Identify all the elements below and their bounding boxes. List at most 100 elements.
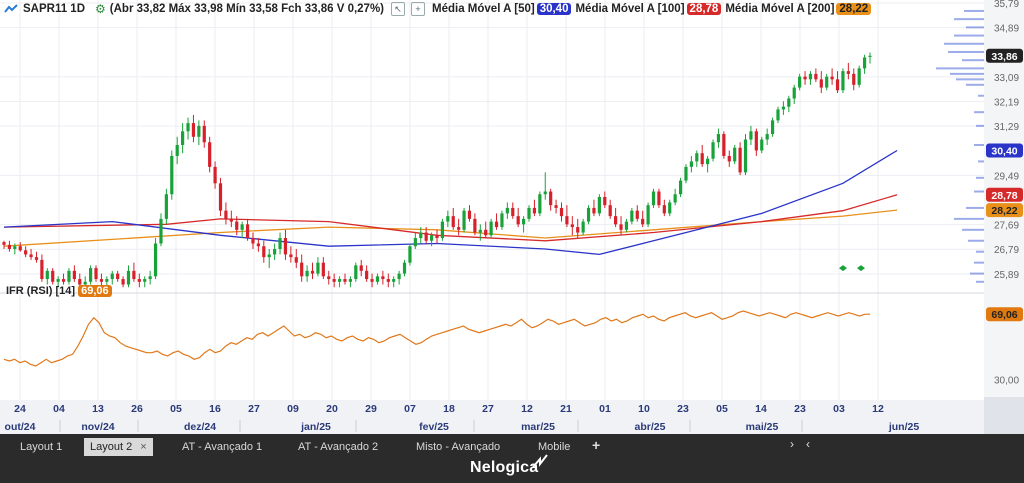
add-tab-icon[interactable]: + — [592, 437, 601, 453]
candle-body — [522, 218, 526, 225]
candle-body — [516, 216, 520, 225]
rsi-badge — [986, 307, 1023, 322]
day-tick-label: 03 — [833, 403, 845, 415]
day-tick-label: 05 — [716, 403, 728, 415]
candle-body — [554, 205, 558, 208]
candle-body — [132, 270, 136, 280]
candle-body — [121, 279, 125, 285]
scroll-left-icon[interactable]: ‹ — [806, 437, 810, 451]
volume-profile-bar — [976, 176, 984, 179]
candle-body — [646, 205, 650, 225]
candle-body — [202, 125, 206, 143]
candle-body — [240, 224, 244, 230]
candle-body — [13, 246, 17, 249]
candle-body — [500, 213, 504, 228]
candle-body — [825, 76, 829, 88]
candle-body — [24, 250, 28, 255]
day-tick-label: 29 — [365, 403, 377, 415]
candle-body — [256, 243, 260, 247]
time-tick-labels: 24 04 13 26 05 16 27 09 20 29 07 18 27 12 21 01 10 23 05 14… — [5, 403, 920, 433]
month-tick-label: jan/25 — [300, 421, 331, 433]
candle-body — [94, 268, 98, 280]
candle-body — [170, 155, 174, 195]
candle-body — [700, 153, 704, 165]
volume-profile-bar — [964, 9, 984, 12]
candle-body — [213, 166, 217, 184]
nelogica-brand: Nelogica — [470, 454, 548, 477]
candle-body — [852, 73, 856, 85]
candle-body — [819, 79, 823, 88]
tab-misto-avancado[interactable]: Misto - Avançado — [410, 438, 506, 456]
candle-body — [278, 238, 282, 249]
tab-layout-2[interactable]: Layout 2 × — [84, 438, 153, 456]
tab-mobile[interactable]: Mobile — [532, 438, 576, 456]
candle-body — [841, 71, 845, 91]
candle-body — [56, 279, 60, 282]
tab-at-avancado-1[interactable]: AT - Avançado 1 — [176, 438, 268, 456]
symbol-label[interactable]: SAPR11 1D — [23, 3, 86, 15]
candle-body — [857, 68, 861, 85]
candle-body — [614, 216, 618, 225]
volume-profile-bar — [954, 217, 984, 220]
rsi-header: IFR (RSI) [14] 69,06 — [6, 285, 112, 297]
candle-body — [651, 191, 656, 206]
candle-body — [99, 279, 104, 282]
candle-body — [89, 268, 93, 282]
candle-body — [808, 73, 813, 80]
candle-body — [727, 155, 731, 162]
tab-at-avancado-2[interactable]: AT - Avançado 2 — [292, 438, 384, 456]
candle-body — [402, 262, 407, 274]
candle-body — [29, 254, 33, 258]
price-tick-label: 34,89 — [994, 24, 1019, 35]
tab-label: AT - Avançado 2 — [298, 441, 379, 453]
ma100-value-badge: 28,78 — [686, 3, 722, 15]
candle-body — [419, 232, 423, 239]
candle-body — [576, 227, 580, 233]
volume-profile-bar — [976, 250, 984, 253]
candle-body — [413, 238, 417, 247]
candle-body — [408, 246, 412, 263]
candle-body — [245, 224, 250, 239]
candle-body — [770, 120, 775, 135]
candle-body — [565, 216, 569, 225]
close-tab-icon[interactable]: × — [140, 441, 147, 453]
candle-body — [116, 273, 120, 280]
price-tick-label: 32,19 — [994, 98, 1019, 109]
month-tick-label: mar/25 — [521, 421, 555, 433]
candle-body — [365, 270, 369, 280]
candle-body — [749, 131, 753, 140]
candle-body — [262, 246, 266, 258]
volume-profile-bar — [954, 18, 984, 21]
candle-body — [316, 262, 320, 274]
candle-body — [592, 207, 596, 214]
tab-label: Mobile — [538, 441, 571, 453]
month-tick-label: mai/25 — [746, 421, 779, 433]
candle-body — [175, 145, 179, 156]
candle-body — [689, 161, 693, 167]
candle-body — [337, 279, 342, 282]
candle-body — [267, 254, 271, 258]
add-indicator-icon[interactable]: + — [411, 2, 426, 16]
candle-body — [300, 262, 304, 277]
candle-body — [61, 279, 66, 282]
candle-body — [473, 218, 477, 233]
scroll-right-icon[interactable]: › — [790, 437, 794, 451]
candle-body — [354, 265, 358, 280]
day-tick-label: 27 — [482, 403, 494, 415]
candle-body — [348, 279, 352, 282]
candle-body — [630, 210, 634, 222]
volume-profile-bar — [976, 280, 984, 283]
price-chart[interactable]: 35,79 34,89 33,09 32,19 31,29 29,49 27,69 26,79… — [0, 0, 1024, 434]
candle-body — [803, 76, 807, 80]
candle-body — [733, 147, 737, 162]
layout-tab-bar: Layout 1 Layout 2 × AT - Avançado 1 AT - … — [0, 434, 1024, 483]
settings-gear-icon[interactable]: ⚙ — [95, 2, 106, 16]
volume-profile-bar — [966, 83, 984, 86]
rsi-tick-label: 30,00 — [994, 375, 1019, 386]
cursor-icon[interactable]: ↖ — [391, 2, 406, 16]
candle-body — [505, 207, 509, 214]
candle-body — [72, 270, 76, 280]
candle-body — [78, 279, 82, 285]
tab-layout-1[interactable]: Layout 1 — [14, 438, 68, 456]
month-tick-label: nov/24 — [81, 421, 114, 433]
